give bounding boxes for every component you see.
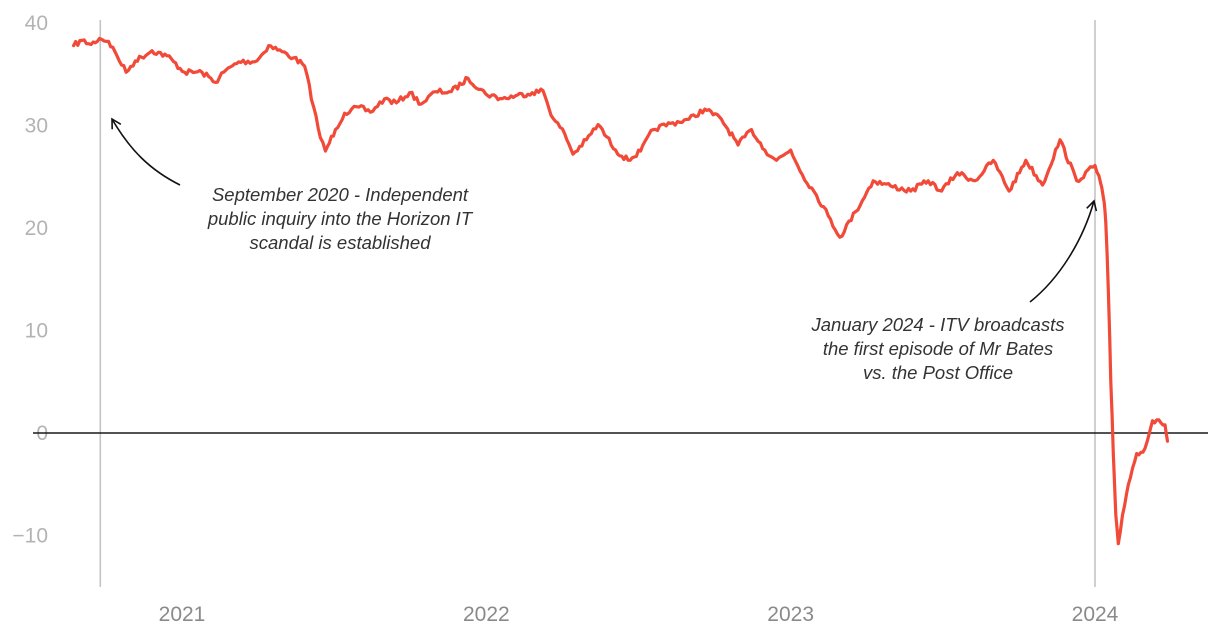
annotation-text: vs. the Post Office <box>863 362 1013 383</box>
x-tick-label: 2024 <box>1072 603 1119 626</box>
annotation-text: the first episode of Mr Bates <box>823 338 1053 359</box>
annotation-text: January 2024 - ITV broadcasts <box>811 314 1065 335</box>
annotation-arrow <box>1029 199 1098 303</box>
y-tick-label: 30 <box>25 115 48 138</box>
annotation-text: scandal is established <box>250 232 432 253</box>
x-tick-label: 2021 <box>159 603 206 626</box>
series-line <box>72 36 1170 546</box>
x-axis-ticks: 2021 2022 2023 2024 <box>159 603 1119 626</box>
annotation-text: public inquiry into the Horizon IT <box>207 208 474 229</box>
y-tick-label: 40 <box>25 12 48 35</box>
x-tick-label: 2022 <box>463 603 510 626</box>
y-tick-label: −10 <box>12 525 48 548</box>
y-tick-label: 20 <box>25 217 48 240</box>
x-tick-label: 2023 <box>767 603 814 626</box>
annotation-arrow <box>111 117 181 186</box>
reference-lines <box>99 20 1096 587</box>
annotations: September 2020 - Independent public inqui… <box>111 117 1098 383</box>
y-tick-label: 10 <box>25 320 48 343</box>
annotation-text: September 2020 - Independent <box>212 184 469 205</box>
